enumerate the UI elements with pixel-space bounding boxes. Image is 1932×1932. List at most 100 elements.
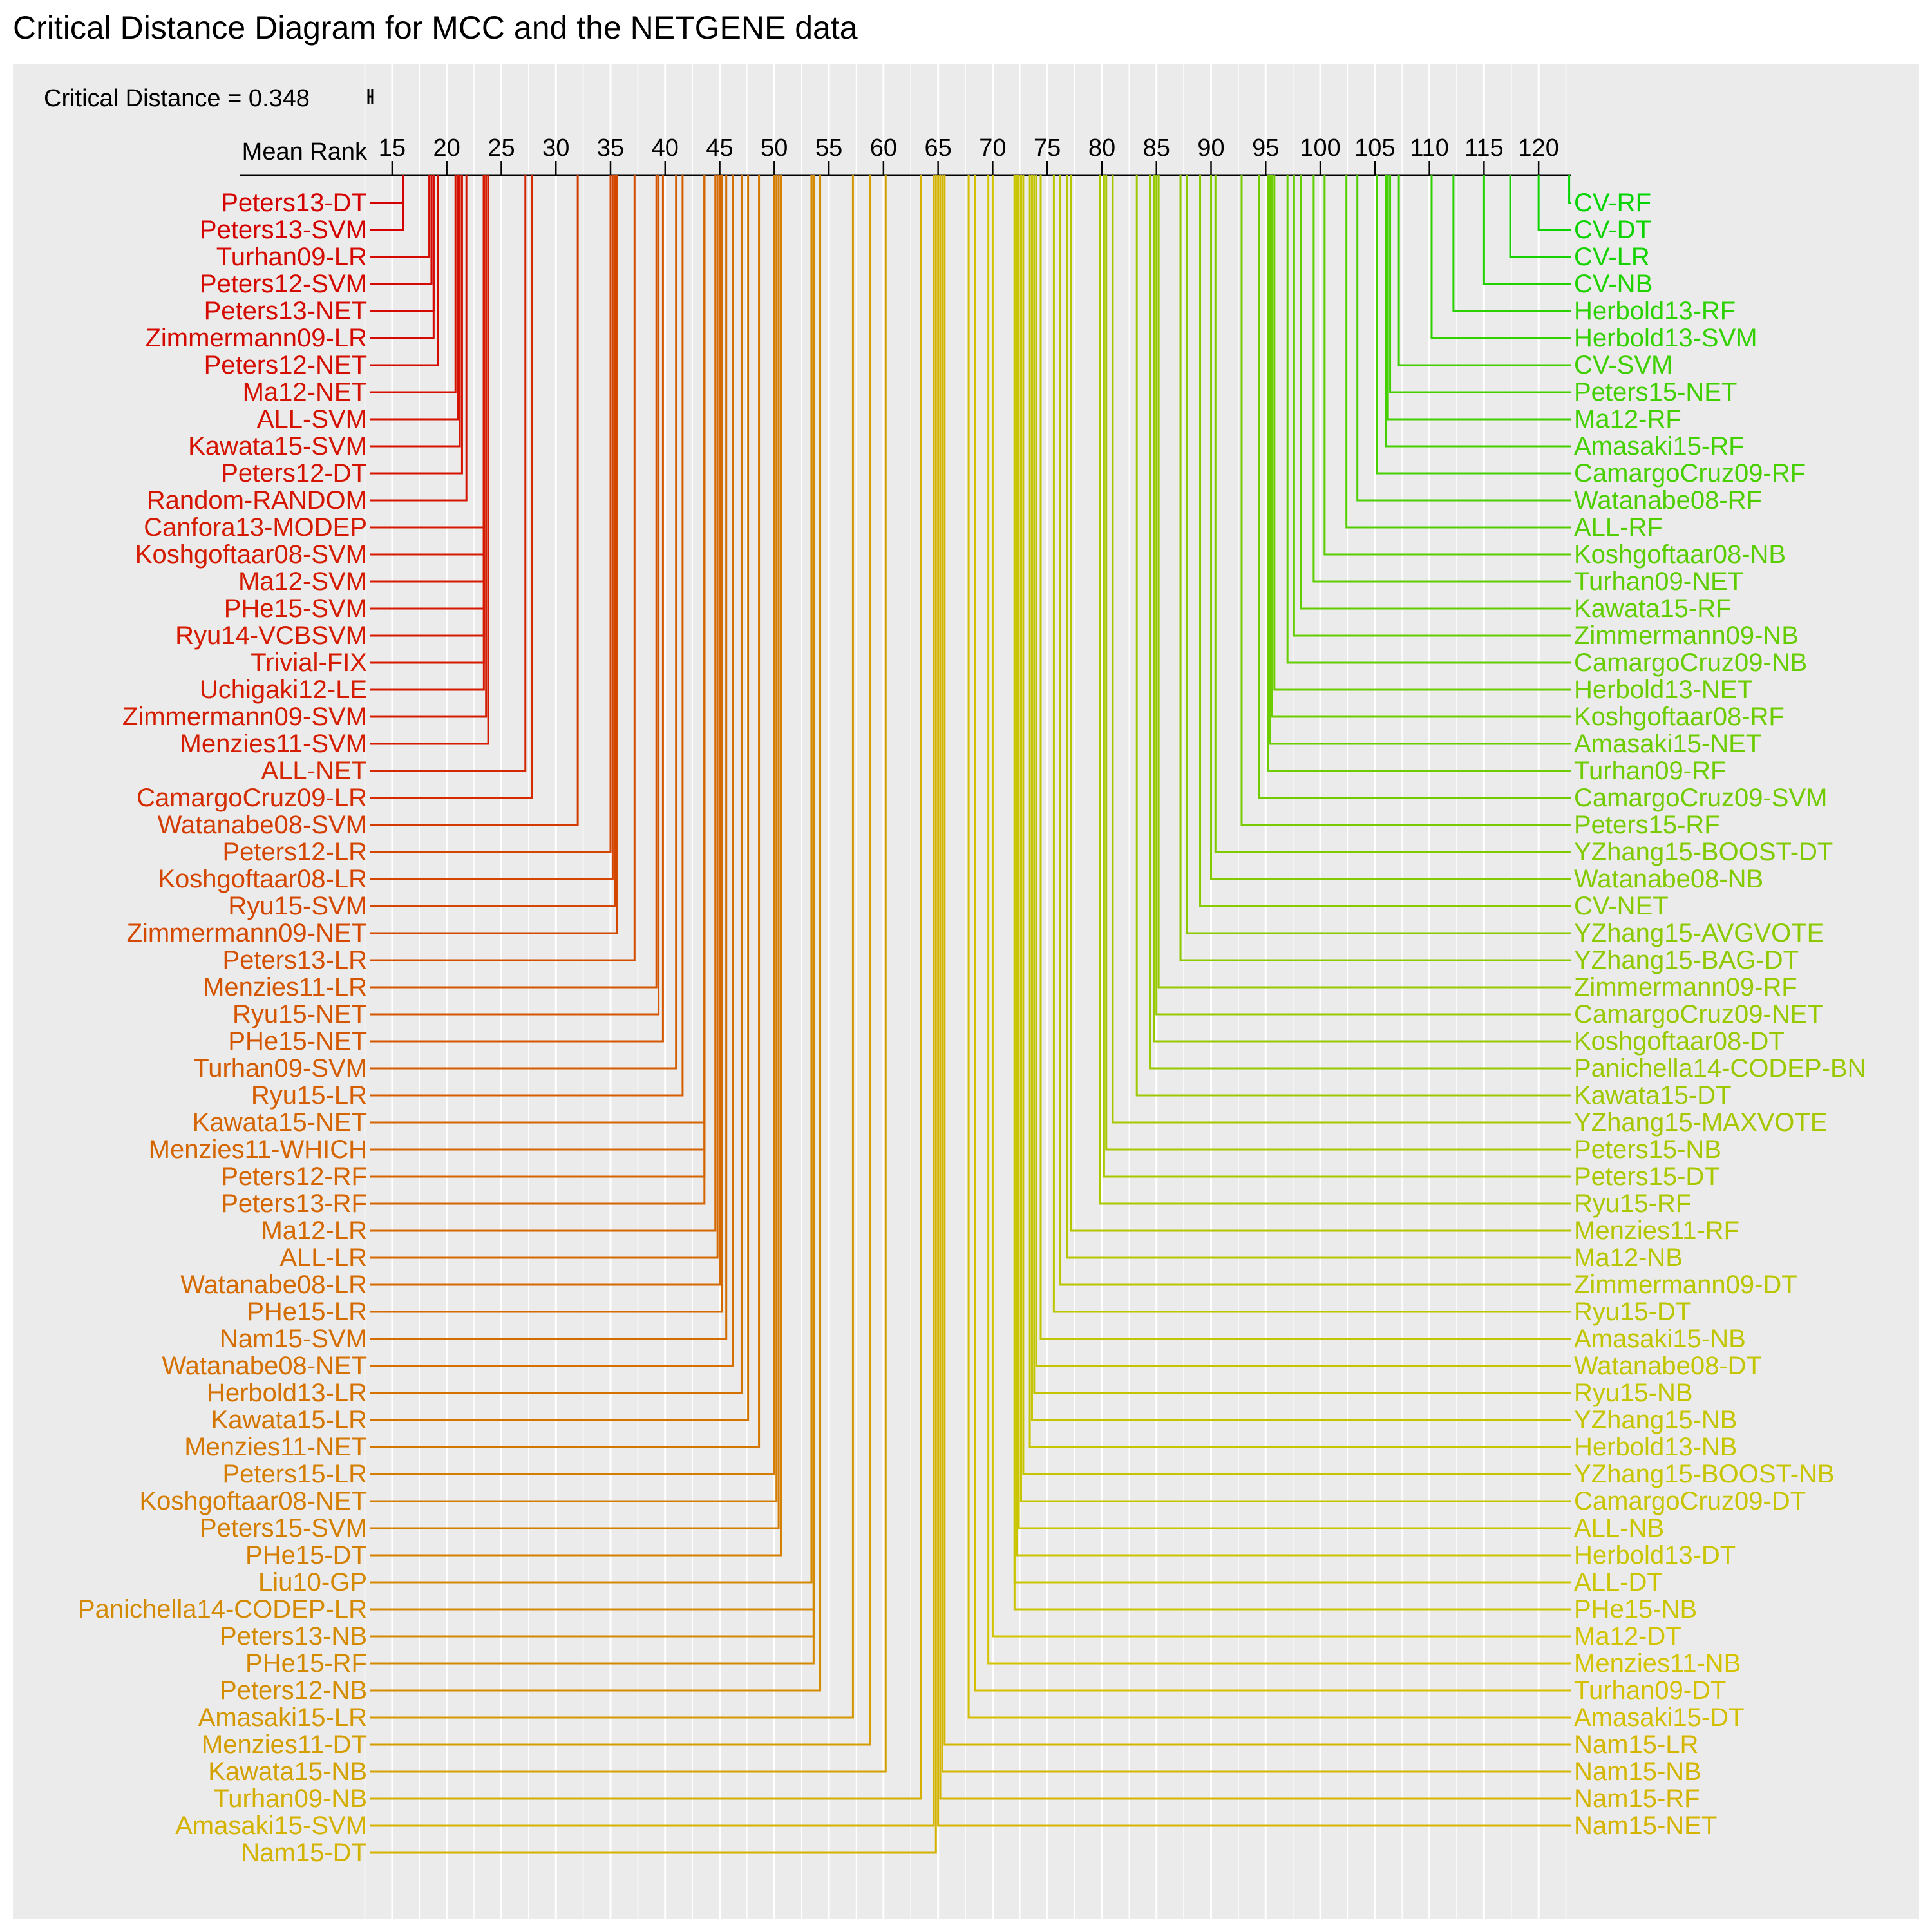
item-label: CV-DT (1574, 216, 1651, 244)
connector-line (370, 175, 435, 339)
connector-line (1028, 175, 1571, 1448)
connector-line (1210, 175, 1571, 880)
item-label: ALL-NB (1574, 1514, 1664, 1542)
connector-line (370, 175, 579, 826)
connector-line (1030, 175, 1571, 1421)
item-label: Peters12-DT (221, 459, 367, 488)
connector-line (370, 175, 457, 393)
item-label: Peters12-NB (220, 1676, 367, 1705)
item-label: ALL-RF (1574, 513, 1663, 542)
chart-title: Critical Distance Diagram for MCC and th… (13, 10, 858, 46)
connector-line (370, 175, 485, 691)
connector-line (1018, 175, 1571, 1530)
item-label: Kawata15-RF (1574, 594, 1732, 623)
item-label: Ma12-SVM (238, 567, 367, 596)
connector-line (370, 175, 660, 1016)
connector-line (370, 175, 488, 718)
item-label: Nam15-NB (1574, 1757, 1701, 1786)
connector-line (1070, 175, 1571, 1232)
axis-tick-label: 60 (870, 135, 897, 162)
item-label: Watanabe08-DT (1574, 1352, 1762, 1380)
item-label: Amasaki15-SVM (175, 1812, 367, 1840)
connector-line (1509, 175, 1571, 258)
rank-axis: 15 20 25 30 35 40 45 50 55 60 65 70 75 80 85 90 95 100 105… (240, 135, 1571, 176)
connector-line (370, 175, 719, 1259)
item-label: Menzies11-SVM (180, 730, 367, 758)
item-label: YZhang15-MAXVOTE (1574, 1108, 1828, 1137)
item-label: Peters12-SVM (200, 270, 367, 298)
item-label: Peters12-LR (222, 838, 367, 866)
item-label: Ryu15-SVM (228, 892, 367, 920)
item-label: Watanabe08-NET (162, 1352, 367, 1380)
connector-line (1267, 175, 1571, 772)
item-label: Peters15-SVM (200, 1514, 367, 1542)
axis-tick-label: 65 (924, 135, 951, 162)
item-label: Koshgoftaar08-NB (1574, 540, 1786, 569)
connector-line (1186, 175, 1571, 934)
connector-line (939, 175, 1571, 1800)
connector-line (1149, 175, 1571, 1070)
item-label: Nam15-NET (1574, 1812, 1717, 1840)
connector-line (1059, 175, 1571, 1286)
item-label: Nam15-DT (241, 1839, 367, 1867)
axis-tick-label: 45 (706, 135, 733, 162)
connector-line (1286, 175, 1571, 664)
item-label: PHe15-NB (1574, 1595, 1697, 1624)
connector-line (1035, 175, 1571, 1367)
item-label: Zimmermann09-NB (1574, 621, 1799, 650)
item-label: Peters13-DT (221, 189, 367, 217)
item-label: CamargoCruz09-SVM (1574, 784, 1827, 812)
item-label: Herbold13-SVM (1574, 324, 1757, 352)
item-label: Menzies11-LR (203, 973, 367, 1001)
axis-tick-label: 100 (1300, 135, 1340, 162)
item-label: Kawata15-DT (1574, 1081, 1732, 1110)
item-label: Menzies11-WHICH (149, 1135, 367, 1164)
item-label: Koshgoftaar08-LR (158, 865, 367, 893)
item-label: CamargoCruz09-NB (1574, 649, 1807, 677)
connector-line (370, 175, 937, 1854)
connector-line (370, 175, 706, 1205)
connector-line (1568, 175, 1571, 204)
connector-line (370, 175, 872, 1746)
connector-line (370, 175, 922, 1800)
connector-line (1356, 175, 1571, 502)
connector-line (370, 175, 815, 1665)
connector-line (1019, 175, 1571, 1502)
connector-line (1293, 175, 1571, 637)
connector-line (370, 175, 636, 961)
connector-line (943, 175, 1571, 1746)
critical-distance-label: Critical Distance = 0.348 (44, 85, 310, 112)
connector-line (370, 175, 612, 853)
item-label: CV-NB (1574, 270, 1653, 298)
connector-line (1269, 175, 1571, 745)
axis-tick-label: 110 (1410, 135, 1449, 162)
item-label: Ryu14-VCBSVM (175, 621, 367, 650)
item-label: Ryu15-DT (1574, 1298, 1691, 1326)
axis-tick-label: 115 (1464, 135, 1504, 162)
connector-line (1430, 175, 1571, 339)
item-label: Nam15-LR (1574, 1730, 1698, 1759)
connector-line (1013, 175, 1571, 1611)
item-label: Kawata15-NB (208, 1757, 367, 1786)
item-label: Kawata15-SVM (188, 432, 367, 460)
item-label: CamargoCruz09-RF (1574, 459, 1806, 488)
item-label: Herbold13-NB (1574, 1433, 1737, 1461)
connector-line (1153, 175, 1571, 1043)
connector-line (1345, 175, 1571, 529)
item-label: Peters12-NET (204, 351, 367, 379)
connector-line (370, 175, 782, 1557)
item-label: CV-LR (1574, 243, 1650, 271)
connector-line (974, 175, 1571, 1692)
item-label: Amasaki15-NB (1574, 1325, 1746, 1353)
item-label: Koshgoftaar08-NET (139, 1487, 367, 1515)
connector-line (1376, 175, 1571, 475)
item-label: CamargoCruz09-NET (1574, 1000, 1823, 1028)
item-label: Koshgoftaar08-RF (1574, 703, 1785, 731)
item-label: Peters13-NET (204, 297, 367, 325)
axis-tick-label: 80 (1088, 135, 1115, 162)
item-label: PHe15-RF (245, 1649, 367, 1678)
item-label: YZhang15-BAG-DT (1574, 946, 1799, 974)
item-label: YZhang15-BOOST-NB (1574, 1460, 1835, 1488)
axis-tick-label: 90 (1197, 135, 1224, 162)
